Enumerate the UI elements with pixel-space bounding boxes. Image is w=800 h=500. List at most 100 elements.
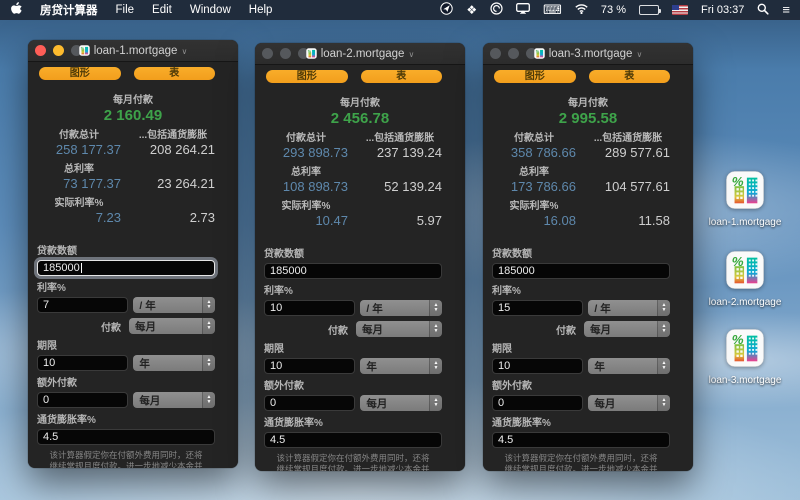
menu-edit[interactable]: Edit — [152, 4, 172, 16]
extra-frequency-select[interactable]: 每月 ▲ ▼ — [360, 395, 442, 411]
inflation-rate-input[interactable]: 4.5 — [37, 429, 215, 445]
window-titlebar[interactable]: % loan-2.mortgage ∨ — [255, 43, 465, 65]
extra-payment-input[interactable]: 0 — [264, 395, 356, 411]
mortgage-file-icon: % — [726, 329, 764, 367]
extra-payment-value: 0 — [270, 397, 277, 409]
graph-button[interactable]: 图形 — [266, 70, 348, 83]
title-chevron-down-icon: ∨ — [181, 46, 188, 56]
payment-frequency-value: 每月 — [362, 323, 383, 336]
interest-rate-input[interactable]: 15 — [492, 300, 584, 316]
menu-window[interactable]: Window — [189, 4, 231, 16]
interest-rate-input[interactable]: 10 — [264, 300, 356, 316]
extra-payment-input[interactable]: 0 — [492, 395, 584, 411]
extra-frequency-select[interactable]: 每月 ▲ ▼ — [588, 395, 670, 411]
battery-icon[interactable] — [638, 5, 661, 15]
airplay-display-icon[interactable] — [516, 3, 531, 17]
rate-period-select[interactable]: / 年 ▲ ▼ — [133, 297, 215, 313]
app-menu-title[interactable]: 房贷计算器 — [40, 5, 98, 17]
svg-text:%: % — [732, 254, 744, 269]
window-titlebar[interactable]: % loan-3.mortgage ∨ — [483, 43, 693, 65]
stepper-icon: ▲ ▼ — [202, 318, 215, 334]
keyboard-icon[interactable]: ⌨ — [543, 2, 562, 17]
desktop-file-label: loan-3.mortgage — [708, 375, 782, 386]
effective-rate-label: 实际利率% — [54, 198, 104, 209]
calculator-footnote: 该计算器假定你在付额外费用同时，还将继续常规月度付款。进一步地减少本金并加快偿还… — [276, 453, 430, 471]
graph-button[interactable]: 图形 — [494, 70, 576, 83]
desktop-file-loan-3[interactable]: % loan-3.mortgage — [695, 329, 795, 386]
table-button[interactable]: 表 — [360, 70, 442, 83]
monthly-payment-value: 2 456.78 — [330, 110, 390, 127]
svg-text:%: % — [732, 332, 744, 347]
zoom-button[interactable] — [526, 48, 537, 59]
total-payments-value: 258 177.37 — [55, 142, 121, 157]
interest-rate-input[interactable]: 7 — [37, 297, 129, 313]
menu-help[interactable]: Help — [248, 4, 273, 16]
monthly-payment-label: 每月付款 — [568, 98, 608, 109]
mortgage-window-3: % loan-3.mortgage ∨ 图形 表 每月付款 2 995.58 付… — [483, 43, 693, 471]
zoom-button[interactable] — [298, 48, 309, 59]
stepper-icon: ▲ ▼ — [202, 297, 215, 313]
payment-frequency-select[interactable]: 每月 ▲ ▼ — [356, 321, 442, 337]
dropbox-icon[interactable]: ❖ — [466, 3, 478, 17]
minimize-button[interactable] — [508, 48, 519, 59]
payment-frequency-value: 每月 — [135, 320, 156, 333]
desktop-file-loan-2[interactable]: % loan-2.mortgage — [695, 251, 795, 308]
table-button[interactable]: 表 — [133, 67, 215, 80]
loan-amount-input[interactable]: 185000 — [264, 263, 442, 279]
loan-amount-label: 贷款数额 — [37, 246, 77, 257]
loan-amount-input[interactable]: 185000 — [37, 260, 215, 276]
payment-frequency-select[interactable]: 每月 ▲ ▼ — [129, 318, 215, 334]
inflation-rate-value: 4.5 — [270, 434, 286, 446]
inflation-rate-input[interactable]: 4.5 — [264, 432, 442, 448]
minimize-button[interactable] — [280, 48, 291, 59]
inflation-rate-input[interactable]: 4.5 — [492, 432, 670, 448]
total-interest-inflation-value: 104 577.61 — [604, 179, 670, 194]
interest-rate-value: 15 — [498, 302, 511, 314]
desktop-file-loan-1[interactable]: % loan-1.mortgage — [695, 171, 795, 228]
extra-payment-input[interactable]: 0 — [37, 392, 129, 408]
cloud-app-icon[interactable] — [490, 2, 503, 18]
extra-frequency-select[interactable]: 每月 ▲ ▼ — [133, 392, 215, 408]
close-button[interactable] — [262, 48, 273, 59]
close-button[interactable] — [35, 45, 46, 56]
notification-center-icon[interactable]: ≡ — [782, 2, 790, 17]
table-button[interactable]: 表 — [588, 70, 670, 83]
minimize-button[interactable] — [53, 45, 64, 56]
menu-bar: 房贷计算器 File Edit Window Help ❖ — [0, 0, 800, 20]
input-language-flag-icon[interactable] — [671, 5, 688, 15]
loan-amount-input[interactable]: 185000 — [492, 263, 670, 279]
zoom-button[interactable] — [71, 45, 82, 56]
term-unit-select[interactable]: 年 ▲ ▼ — [360, 358, 442, 374]
wifi-icon[interactable] — [575, 3, 588, 17]
rate-period-select[interactable]: / 年 ▲ ▼ — [588, 300, 670, 316]
effective-rate-value: 7.23 — [95, 210, 121, 225]
total-payments-label: 付款总计 — [286, 133, 326, 144]
stepper-icon: ▲ ▼ — [657, 300, 670, 316]
payment-frequency-select[interactable]: 每月 ▲ ▼ — [584, 321, 670, 337]
spotlight-search-icon[interactable] — [757, 3, 770, 18]
close-button[interactable] — [490, 48, 501, 59]
menu-file[interactable]: File — [115, 4, 135, 16]
term-unit-select[interactable]: 年 ▲ ▼ — [588, 358, 670, 374]
graph-button[interactable]: 图形 — [39, 67, 121, 80]
apple-menu-icon[interactable] — [10, 1, 22, 19]
interest-rate-label: 利率% — [492, 286, 521, 297]
term-input[interactable]: 10 — [492, 358, 584, 374]
term-input[interactable]: 10 — [37, 355, 129, 371]
extra-payment-value: 0 — [43, 394, 50, 406]
extra-payment-label: 额外付款 — [492, 381, 532, 392]
window-titlebar[interactable]: % loan-1.mortgage ∨ — [28, 40, 238, 62]
title-chevron-down-icon: ∨ — [636, 49, 643, 59]
term-unit-select[interactable]: 年 ▲ ▼ — [133, 355, 215, 371]
term-input[interactable]: 10 — [264, 358, 356, 374]
location-status-icon[interactable] — [440, 2, 454, 18]
payment-label: 付款 — [328, 325, 348, 337]
term-label: 期限 — [492, 344, 512, 355]
stepper-icon: ▲ ▼ — [429, 395, 442, 411]
rate-period-select[interactable]: / 年 ▲ ▼ — [360, 300, 442, 316]
menu-bar-clock[interactable]: Fri 03:37 — [700, 4, 745, 16]
total-interest-label: 总利率 — [291, 167, 321, 178]
stepper-icon: ▲ ▼ — [657, 358, 670, 374]
term-unit-value: 年 — [366, 360, 377, 373]
